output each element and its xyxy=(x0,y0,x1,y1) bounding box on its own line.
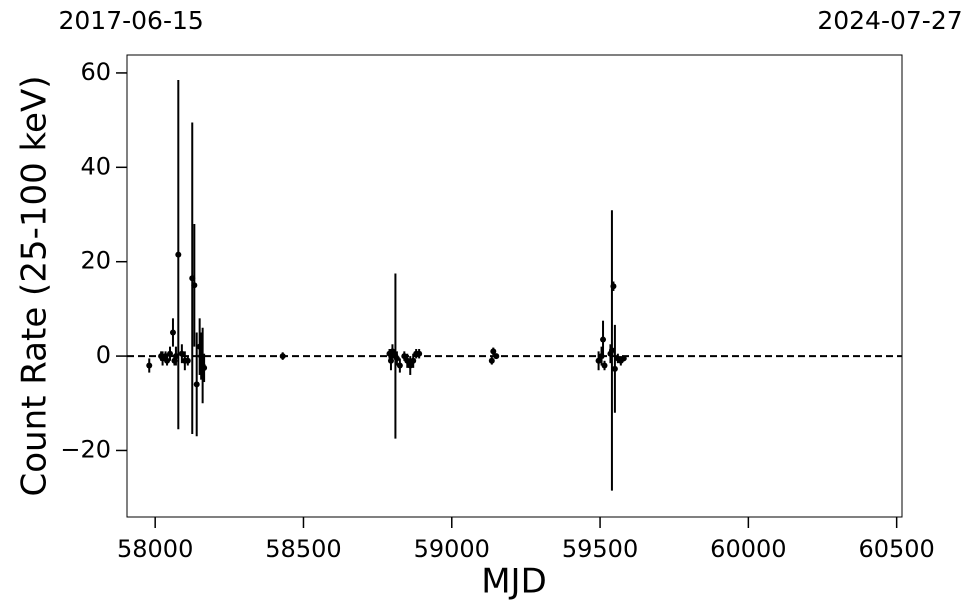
y-tick-label: 0 xyxy=(96,341,111,369)
data-point xyxy=(387,357,394,364)
data-point xyxy=(279,353,286,360)
data-point xyxy=(490,348,497,355)
data-point xyxy=(193,381,200,388)
y-axis-label: Count Rate (25-100 keV) xyxy=(15,76,55,497)
plot-frame xyxy=(126,54,903,518)
y-tick-label: 20 xyxy=(80,247,111,275)
data-point xyxy=(493,353,500,360)
data-point xyxy=(611,365,618,372)
x-tick-label: 60000 xyxy=(710,535,786,563)
x-tick-label: 60500 xyxy=(858,535,934,563)
data-point xyxy=(416,350,423,357)
data-point xyxy=(620,355,627,362)
data-point xyxy=(600,336,607,343)
data-point xyxy=(601,362,608,369)
data-point xyxy=(404,357,411,364)
x-axis-label: MJD xyxy=(481,562,547,602)
top-date-label: 2024-07-27 xyxy=(817,6,962,35)
y-tick-label: 60 xyxy=(80,58,111,86)
data-point xyxy=(164,357,171,364)
data-point xyxy=(610,283,617,290)
data-point xyxy=(407,362,414,369)
data-point xyxy=(169,329,176,336)
x-tick-label: 59000 xyxy=(414,535,490,563)
data-point xyxy=(608,347,615,354)
top-date-label: 2017-06-15 xyxy=(59,6,204,35)
x-tick-label: 58000 xyxy=(117,535,193,563)
data-point xyxy=(389,348,396,355)
data-point xyxy=(410,357,417,364)
y-tick-label: −20 xyxy=(60,435,111,463)
data-point xyxy=(167,350,174,357)
data-point xyxy=(201,364,208,371)
data-point xyxy=(393,355,400,362)
x-tick-label: 59500 xyxy=(562,535,638,563)
data-point xyxy=(184,357,191,364)
data-point xyxy=(178,350,185,357)
data-point xyxy=(191,282,198,289)
data-point xyxy=(396,362,403,369)
data-point xyxy=(175,251,182,258)
data-point xyxy=(595,357,602,364)
data-point xyxy=(401,353,408,360)
x-tick-label: 58500 xyxy=(265,535,341,563)
data-point xyxy=(488,357,495,364)
data-point xyxy=(146,362,153,369)
y-tick-label: 40 xyxy=(80,152,111,180)
